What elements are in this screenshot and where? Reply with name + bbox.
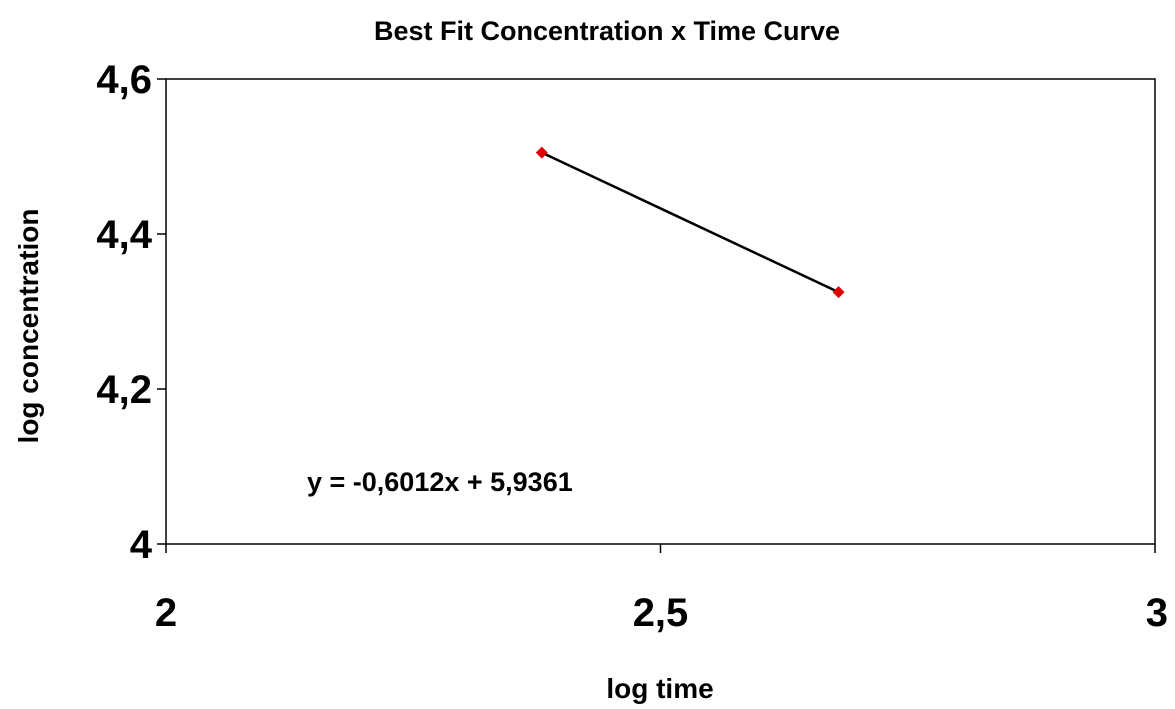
x-tick-label: 2,5: [633, 591, 689, 635]
x-axis-label: log time: [606, 673, 713, 704]
y-tick-label: 4,6: [96, 58, 152, 102]
y-tick-label: 4,4: [96, 213, 152, 257]
x-tick-label: 3: [1146, 591, 1168, 635]
data-point: [535, 146, 548, 159]
y-tick-label: 4: [130, 523, 153, 567]
trendline: [541, 151, 840, 294]
data-points: [535, 146, 845, 299]
trendline-equation: y = -0,6012x + 5,9361: [307, 467, 573, 497]
chart-title: Best Fit Concentration x Time Curve: [374, 16, 840, 46]
x-axis-ticks: 2 2,5 3: [155, 544, 1168, 635]
y-tick-label: 4,2: [96, 368, 152, 412]
data-point: [832, 286, 845, 299]
y-axis-label: log concentration: [13, 209, 44, 444]
x-tick-label: 2: [155, 591, 177, 635]
y-axis-ticks: 4 4,2 4,4 4,6: [96, 58, 166, 567]
